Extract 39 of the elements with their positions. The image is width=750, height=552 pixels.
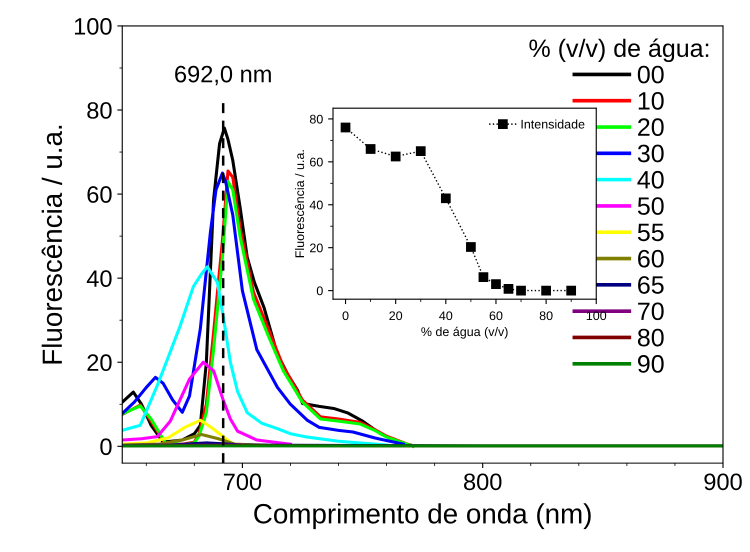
y-tick-label: 40: [86, 270, 112, 287]
x-tick-label: 800: [464, 473, 502, 490]
legend-label: 40: [637, 170, 664, 189]
y-tick-label: 80: [87, 102, 112, 119]
y-tick-label: 0: [100, 438, 112, 456]
y-tick-label: 0: [316, 286, 323, 296]
legend-title: % (v/v) de água:: [529, 38, 708, 62]
x-axis-title: Comprimento de onda (nm): [254, 503, 591, 530]
legend-label: Intensidade: [522, 119, 584, 129]
y-axis-title: Fluorescência / u.a.: [42, 126, 62, 364]
y-tick-label: 40: [310, 200, 323, 210]
y-tick-label: 20: [310, 243, 323, 252]
legend-label: 90: [638, 355, 664, 373]
legend-label: 10: [638, 92, 664, 110]
legend-label: 30: [638, 144, 664, 162]
y-tick-label: 100: [74, 18, 112, 35]
legend-label: 70: [638, 302, 664, 320]
y-tick-label: 80: [310, 114, 323, 124]
x-tick-label: 0: [342, 311, 349, 320]
legend-label: 50: [638, 197, 664, 215]
y-tick-label: 60: [87, 186, 112, 203]
x-tick-label: 60: [490, 311, 502, 320]
y-tick-label: 20: [87, 354, 112, 372]
x-axis-title: % de água (v/v): [421, 326, 508, 339]
legend-label: 80: [638, 328, 664, 346]
x-tick-label: 900: [704, 473, 742, 490]
y-axis-title: Fluorescência / u.a.: [294, 150, 304, 258]
x-tick-label: 100: [586, 311, 606, 320]
legend-label: 60: [638, 250, 664, 268]
x-tick-label: 80: [540, 311, 553, 320]
x-tick-label: 20: [389, 311, 402, 320]
legend-label: 20: [638, 118, 664, 136]
y-tick-label: 60: [310, 158, 323, 166]
x-tick-label: 700: [224, 473, 262, 490]
ref-line-label: 692,0 nm: [175, 66, 271, 86]
legend-label: 00: [638, 66, 664, 84]
legend-label: 55: [638, 224, 664, 242]
x-tick-label: 40: [439, 311, 452, 320]
legend-label: 65: [638, 276, 664, 294]
